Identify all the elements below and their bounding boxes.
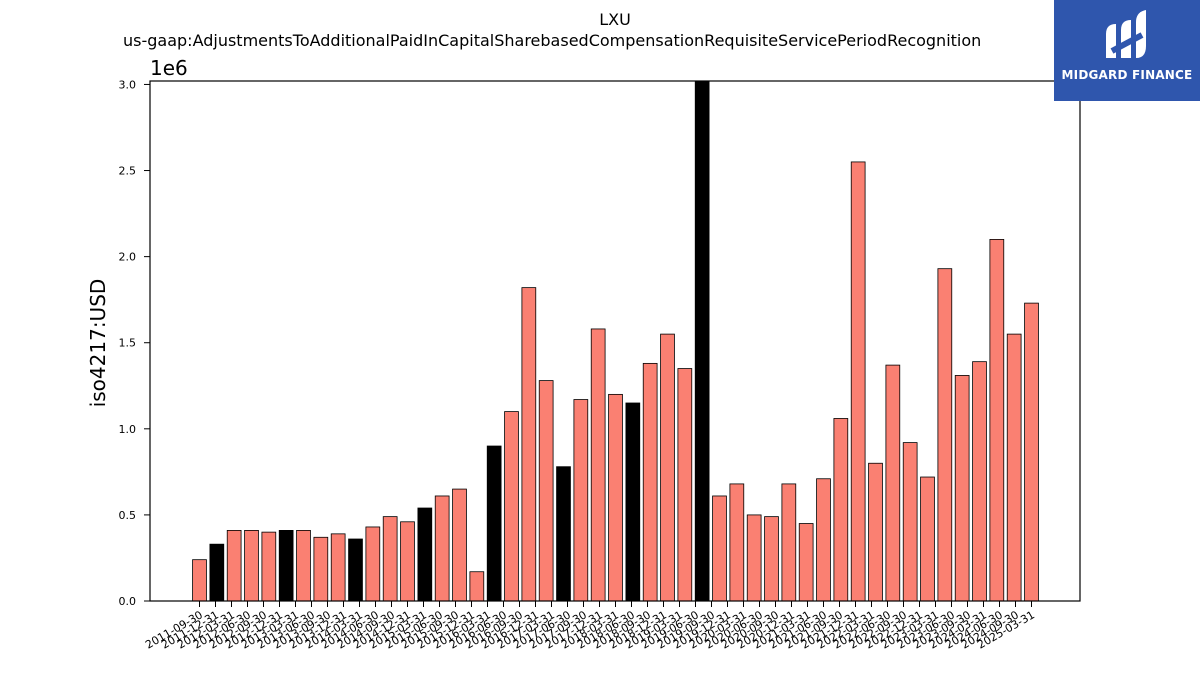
bar-2018-09-30	[677, 368, 693, 602]
bar-2016-12-31	[556, 466, 571, 602]
bar-2022-03-31	[920, 476, 935, 602]
bar-2022-06-30	[937, 268, 953, 602]
bar-2021-09-30	[885, 364, 901, 602]
bar-2015-03-31	[434, 495, 450, 602]
y-scale-label: 1e6	[150, 56, 188, 80]
bar-2014-09-30	[400, 521, 415, 602]
y-tick-label: 1.5	[119, 337, 137, 350]
y-tick-label: 0.0	[119, 595, 137, 608]
bar-2023-06-30	[1006, 333, 1022, 602]
y-axis-ticks: 0.0 0.5 1.0 1.5 2.0 2.5 3.0	[119, 78, 150, 608]
bar-2011-09-30	[192, 559, 207, 602]
bar-2023-09-30	[1024, 302, 1039, 602]
bar-2014-03-31	[365, 526, 381, 602]
bar-2012-03-31	[226, 530, 242, 602]
bar-2012-12-31	[278, 530, 294, 602]
bar-2013-06-30	[313, 536, 329, 602]
bar-2013-03-31	[296, 530, 311, 602]
bar-2020-09-30	[816, 478, 831, 602]
bar-2011-12-31	[209, 543, 225, 602]
bar-2017-03-31	[573, 399, 589, 602]
bar-2018-03-31	[642, 362, 658, 602]
bar-2020-06-30	[798, 523, 814, 602]
bar-2015-12-31	[486, 445, 502, 602]
midgard-finance-logo: MIDGARD FINANCE	[1054, 0, 1200, 101]
y-tick-label: 2.0	[119, 251, 137, 264]
bar-2019-12-31	[764, 516, 779, 602]
bar-2020-03-31	[781, 483, 797, 602]
y-tick-label: 2.5	[119, 165, 137, 178]
bar-2021-06-30	[868, 462, 883, 602]
bar-2021-12-31	[902, 442, 918, 602]
bar-2019-03-31	[712, 495, 727, 602]
bar-2015-06-30	[452, 488, 467, 602]
chart-subtitle: us-gaap:AdjustmentsToAdditionalPaidInCap…	[123, 31, 981, 50]
bar-2016-09-30	[538, 380, 554, 602]
bar-2022-09-30	[954, 375, 970, 602]
bar-2017-06-30	[590, 328, 606, 602]
midgard-logo-icon	[1106, 10, 1146, 58]
chart-title: LXU	[599, 10, 631, 29]
bar-2020-12-31	[833, 418, 849, 602]
plot-frame	[149, 80, 1081, 602]
bar-2016-06-30	[521, 287, 537, 602]
bar-2017-12-31	[625, 402, 641, 602]
bar-2013-12-31	[348, 538, 363, 602]
bar-2016-03-31	[504, 411, 519, 602]
brand-name: MIDGARD FINANCE	[1061, 68, 1193, 82]
bar-2014-12-31	[417, 507, 433, 602]
bar-2012-06-30	[244, 530, 259, 602]
bar-2012-09-30	[261, 531, 277, 602]
bar-2018-06-30	[660, 333, 675, 602]
bar-2018-12-31	[694, 80, 710, 602]
y-axis-label: iso4217:USD	[86, 279, 110, 408]
y-tick-label: 3.0	[119, 78, 137, 91]
bar-2017-09-30	[608, 393, 623, 602]
y-tick-label: 1.0	[119, 423, 137, 436]
bar-2021-03-31	[850, 161, 866, 602]
bar-2015-09-30	[469, 571, 485, 602]
y-tick-label: 0.5	[119, 509, 137, 522]
bar-2019-09-30	[746, 514, 762, 602]
bars-group	[192, 80, 1039, 602]
x-axis-ticks: 2011-09-302011-12-312012-03-312012-06-30…	[143, 601, 1037, 652]
bar-2022-12-31	[972, 361, 987, 602]
bar-2019-06-30	[729, 483, 745, 602]
bar-2014-06-30	[382, 516, 398, 602]
bar-2023-03-31	[989, 239, 1005, 602]
bar-2013-09-30	[330, 533, 346, 602]
